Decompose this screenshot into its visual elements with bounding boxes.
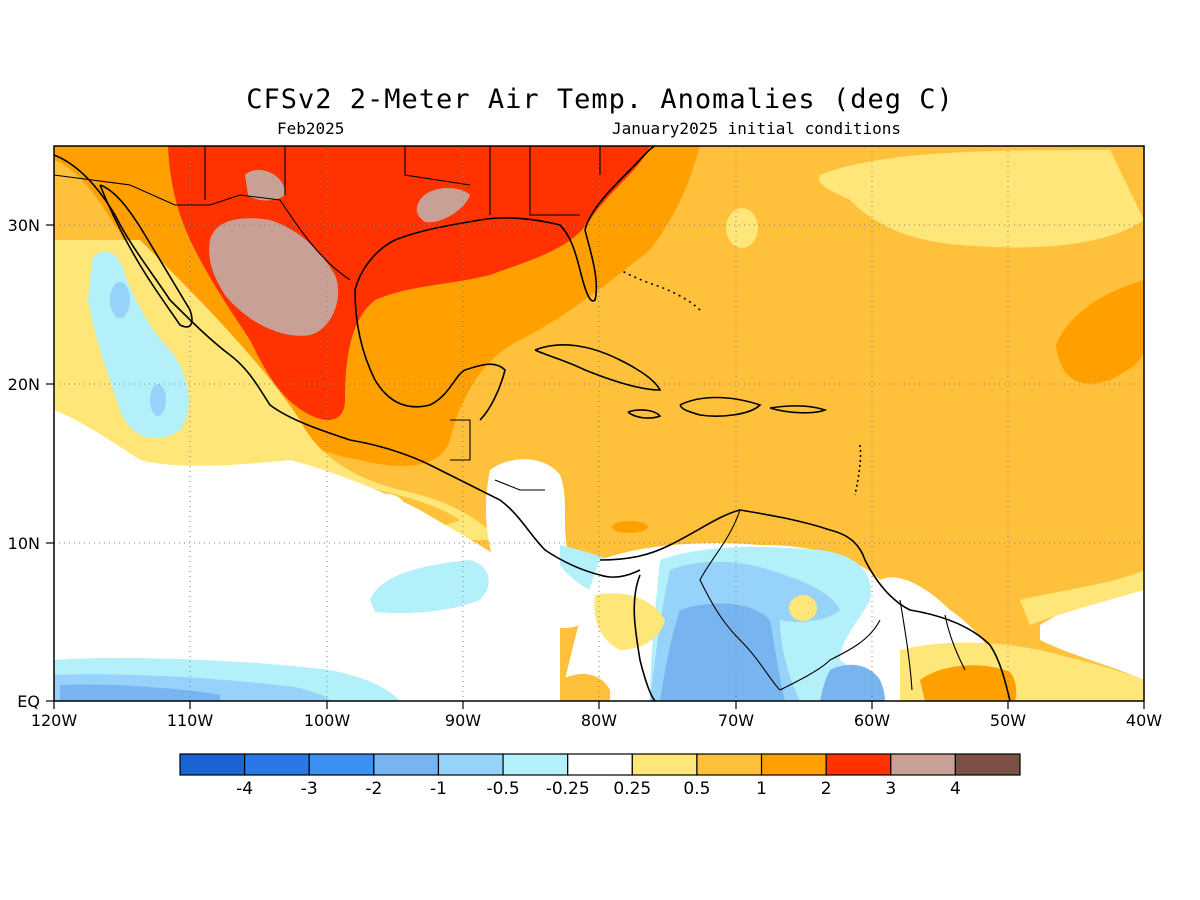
anomaly-patch-small-pale-sa: [789, 595, 817, 621]
map-title: CFSv2 2-Meter Air Temp. Anomalies (deg C…: [246, 84, 954, 115]
legend-swatch: [437, 753, 504, 776]
legend-swatch: [760, 753, 827, 776]
political-borders: [54, 146, 966, 691]
latitude-labels: 30N 20N 10N EQ: [8, 216, 40, 711]
anomaly-patch-ne-pale: [819, 150, 1144, 248]
anomaly-patch-pacific-cyan-mid: [370, 560, 489, 614]
lat-label: 10N: [8, 534, 40, 553]
lon-label: 120W: [31, 711, 78, 730]
color-legend: -4 -3 -2 -1 -0.5 -0.25 0.25 0.5 1 2 3 4: [179, 753, 1021, 799]
lat-label: 30N: [8, 216, 40, 235]
lon-label: 110W: [167, 711, 214, 730]
graticule: [54, 146, 1144, 701]
anomaly-patch-small-blue-north: [110, 282, 130, 318]
legend-swatch: [244, 753, 310, 776]
anomaly-patch-tan-north: [245, 170, 286, 201]
lat-label: EQ: [17, 692, 40, 711]
anomaly-patch-pacific-deepblue: [60, 684, 220, 701]
legend-swatch: [567, 753, 633, 776]
anomaly-patch-atlantic-pale: [1020, 570, 1144, 625]
legend-swatch: [502, 753, 569, 776]
legend-tick-label: 0.25: [613, 779, 651, 799]
lon-label: 70W: [718, 711, 754, 730]
legend-tick-label: -1: [430, 779, 447, 799]
anomaly-patch-small-pale: [726, 208, 758, 248]
legend-tick-label: -0.25: [546, 779, 590, 799]
legend-swatch: [373, 753, 440, 776]
axis-ticks: [46, 224, 1145, 709]
legend-swatch: [179, 753, 246, 776]
anomaly-patch-caribbean-lightorange: [480, 340, 690, 533]
anomaly-patch-atlantic-neutral: [1040, 585, 1144, 680]
lon-label: 40W: [1126, 711, 1162, 730]
legend-swatch: [825, 753, 892, 776]
legend-tick-label: 4: [950, 779, 961, 799]
legend-tick-label: 1: [756, 779, 767, 799]
lat-label: 20N: [8, 375, 40, 394]
legend-swatch: [890, 753, 956, 776]
anomaly-patch-colombia-pale: [594, 593, 665, 650]
legend-swatch: [631, 753, 698, 776]
legend-swatch: [954, 753, 1021, 776]
lon-label: 90W: [445, 711, 481, 730]
legend-tick-label: 2: [821, 779, 832, 799]
anomaly-patch-guiana-blue: [820, 664, 885, 701]
anomaly-patch-small-orange: [612, 521, 648, 533]
anomaly-patch-tan-gulfcoast: [416, 188, 470, 223]
anomaly-patch-small-neutral: [360, 493, 405, 514]
legend-tick-label: -3: [301, 779, 318, 799]
lon-label: 80W: [581, 711, 617, 730]
longitude-labels: 120W 110W 100W 90W 80W 70W 60W 50W 40W: [31, 711, 1162, 730]
initial-conditions-label: January2025 initial conditions: [612, 119, 901, 138]
legend-tick-label: -2: [365, 779, 382, 799]
lon-label: 100W: [304, 711, 351, 730]
legend-swatch: [308, 753, 375, 776]
anomaly-patch-east-orange: [1056, 280, 1144, 384]
anomaly-field: [54, 146, 1144, 701]
legend-tick-label: -4: [236, 779, 253, 799]
legend-tick-label: 0.5: [683, 779, 710, 799]
anomaly-patch-tan-mexico: [209, 218, 339, 336]
legend-swatch: [696, 753, 763, 776]
anomaly-patch-brazil-orange: [920, 665, 1017, 701]
valid-month-label: Feb2025: [277, 119, 345, 138]
coastlines: [54, 146, 1011, 701]
lon-label: 50W: [990, 711, 1026, 730]
anomaly-patch-small-blue-mid: [150, 384, 166, 416]
anomaly-patch-pacific-sa-lightorange: [560, 674, 610, 701]
anomaly-patch-southamerica-deepblue: [660, 603, 785, 701]
legend-tick-label: -0.5: [486, 779, 519, 799]
lon-label: 60W: [854, 711, 890, 730]
legend-tick-label: 3: [885, 779, 896, 799]
